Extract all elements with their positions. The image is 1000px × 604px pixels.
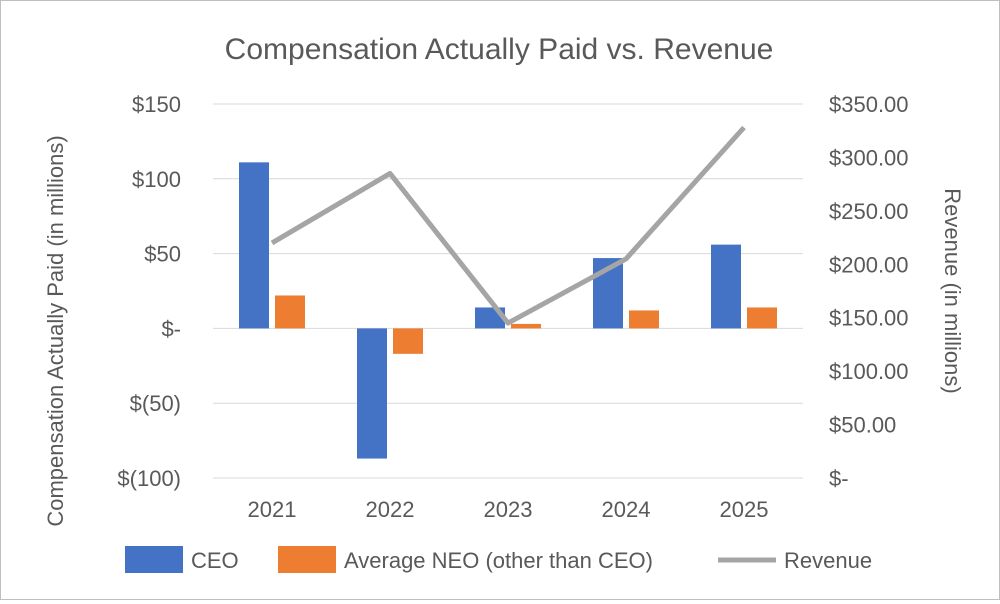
left-tick-label: $- [161, 316, 181, 341]
legend-label: CEO [191, 548, 239, 573]
right-tick-label: $300.00 [829, 145, 909, 170]
right-tick-label: $200.00 [829, 252, 909, 277]
legend: CEO Average NEO (other than CEO) Revenue [125, 546, 872, 573]
legend-item: CEO [125, 546, 239, 573]
left-tick-label: $(100) [117, 466, 181, 491]
chart-title: Compensation Actually Paid vs. Revenue [225, 33, 774, 66]
left-axis-label: Compensation Actually Paid (in millions) [43, 135, 68, 526]
left-tick-label: $50 [144, 242, 181, 267]
x-tick-label: 2025 [720, 497, 769, 522]
bar-avg-neo-2021 [275, 295, 305, 328]
legend-label: Revenue [784, 548, 872, 573]
left-tick-label: $150 [132, 92, 181, 117]
bars [239, 162, 777, 458]
right-axis-label: Revenue (in millions) [940, 188, 965, 393]
right-axis-ticks: $- $50.00 $100.00 $150.00 $200.00 $250.00 $300… [829, 92, 909, 491]
legend-item: Average NEO (other than CEO) [278, 546, 653, 573]
legend-swatch-ceo [125, 546, 183, 573]
revenue-line [272, 128, 744, 324]
right-tick-label: $350.00 [829, 92, 909, 117]
left-tick-label: $100 [132, 167, 181, 192]
x-tick-label: 2024 [602, 497, 651, 522]
left-axis-ticks: $(100) $(50) $- $50 $100 $150 [117, 92, 181, 491]
right-tick-label: $50.00 [829, 413, 896, 438]
legend-swatch-avg-neo [278, 546, 336, 573]
right-tick-label: $100.00 [829, 359, 909, 384]
right-tick-label: $- [829, 466, 849, 491]
bar-ceo-2025 [711, 245, 741, 329]
bar-ceo-2022 [357, 328, 387, 458]
bar-ceo-2021 [239, 162, 269, 328]
left-tick-label: $(50) [130, 391, 181, 416]
right-tick-label: $250.00 [829, 199, 909, 224]
bar-avg-neo-2023 [511, 324, 541, 328]
x-tick-label: 2023 [484, 497, 533, 522]
legend-label: Average NEO (other than CEO) [344, 548, 653, 573]
right-tick-label: $150.00 [829, 306, 909, 331]
revenue-line-group [272, 127, 744, 323]
x-axis-ticks: 2021 2022 2023 2024 2025 [248, 497, 769, 522]
x-tick-label: 2022 [366, 497, 415, 522]
bar-avg-neo-2024 [629, 310, 659, 328]
x-tick-label: 2021 [248, 497, 297, 522]
bar-avg-neo-2022 [393, 328, 423, 353]
legend-item: Revenue [718, 548, 872, 573]
bar-avg-neo-2025 [747, 307, 777, 328]
